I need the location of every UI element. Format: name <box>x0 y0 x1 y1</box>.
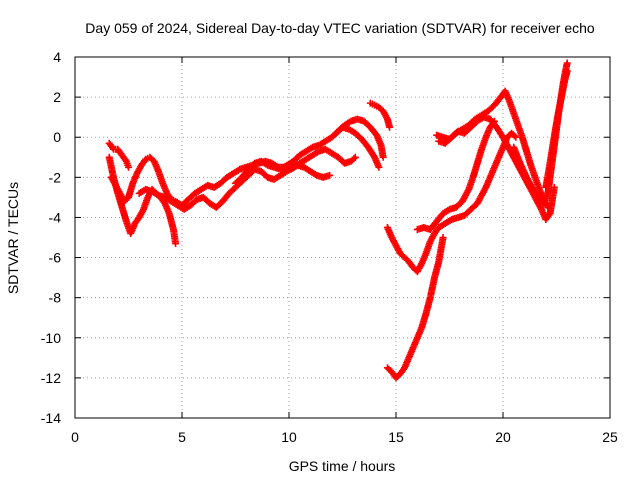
data-point <box>537 204 545 212</box>
y-axis-label: SDTVAR / TECUs <box>5 182 21 294</box>
data-point <box>563 67 571 75</box>
y-tick-label: -12 <box>41 370 61 386</box>
series-arc-3d <box>542 67 571 191</box>
y-tick-label: 2 <box>53 89 61 105</box>
data-point <box>510 132 518 140</box>
x-tick-label: 5 <box>178 429 186 445</box>
y-tick-label: -2 <box>49 169 62 185</box>
y-tick-label: -4 <box>49 209 62 225</box>
data-point <box>125 163 132 171</box>
series-arc-2b <box>413 117 498 233</box>
data-point <box>386 123 394 131</box>
y-tick-label: 0 <box>53 129 61 145</box>
x-tick-label: 0 <box>71 429 79 445</box>
x-tick-label: 15 <box>388 429 404 445</box>
data-point <box>326 171 334 179</box>
data-point <box>563 59 571 67</box>
y-tick-label: -10 <box>41 330 61 346</box>
data-point <box>350 155 358 163</box>
x-tick-label: 20 <box>495 429 511 445</box>
x-axis-label: GPS time / hours <box>289 458 396 474</box>
y-tick-label: -14 <box>41 410 61 426</box>
data-point <box>379 153 387 161</box>
data-point <box>108 144 116 152</box>
data-point <box>512 133 520 141</box>
data-point <box>121 156 129 164</box>
data-point <box>172 240 180 248</box>
series-arc-1d <box>135 145 359 213</box>
y-tick-label: -6 <box>49 250 62 266</box>
x-tick-label: 25 <box>602 429 618 445</box>
y-tick-label: 4 <box>53 49 61 65</box>
series-arc-2c <box>383 234 447 382</box>
data-points <box>105 59 571 382</box>
data-point <box>439 234 447 241</box>
axis-ticks: 0 5 10 15 20 25 -14 -12 -10 -8 -6 -4 -2 0 2 4 <box>41 49 618 445</box>
data-point <box>464 187 472 195</box>
x-tick-label: 10 <box>281 429 297 445</box>
data-point <box>351 153 359 161</box>
series-arc-1e <box>232 115 387 187</box>
series-arc-1f <box>332 123 383 171</box>
series-arc-1g <box>366 99 394 131</box>
data-point <box>375 163 383 171</box>
chart-title: Day 059 of 2024, Sidereal Day-to-day VTE… <box>85 20 595 36</box>
plot-frame <box>74 56 611 419</box>
series-arc-1a <box>105 139 132 171</box>
y-tick-label: -8 <box>49 290 62 306</box>
data-point <box>545 211 553 219</box>
series-arc-2a <box>383 129 520 276</box>
grid <box>75 57 610 418</box>
